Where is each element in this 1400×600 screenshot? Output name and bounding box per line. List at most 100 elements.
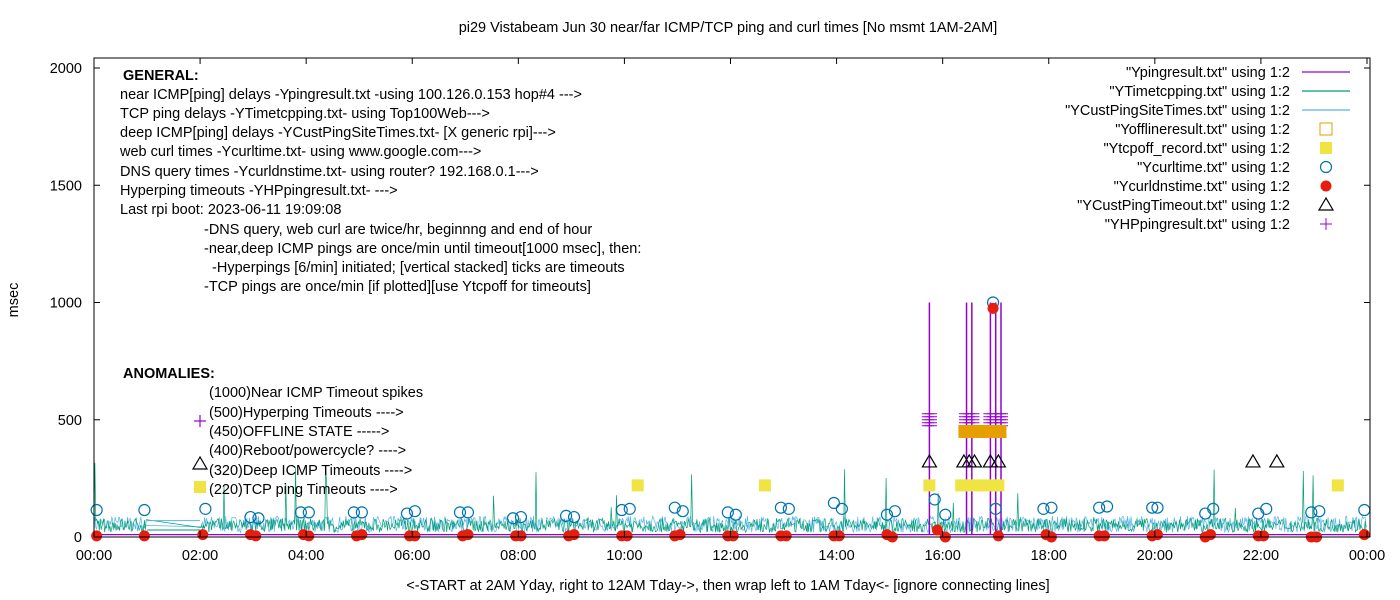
x-tick-label: 00:00 [76,548,112,564]
curl-time-point [1358,503,1371,517]
anomaly-line: (450)OFFLINE STATE -----> [209,424,389,440]
y-tick-label: 0 [74,530,82,546]
deep-icmp-timeout-marker [966,453,983,468]
curl-time-point [400,507,414,520]
curl-time-point [939,508,952,521]
curl-time-point [1207,502,1220,515]
note-line: -TCP pings are once/min [if plotted][use… [204,279,591,295]
dns-time-point [250,530,262,542]
tcp-timeout-marker [992,479,1005,492]
y-tick-label: 2000 [50,61,82,77]
x-tick-label: 14:00 [818,548,854,564]
anomaly-triangle-icon [191,455,209,470]
deep-icmp-timeout-marker [1268,453,1285,468]
curl-time-point [244,510,257,524]
curl-time-point [408,505,422,518]
curl-time-point [514,510,528,524]
deep-icmp-timeout-marker [1244,453,1262,468]
dns-time-point [780,530,792,542]
tick-layer: 00:00 02:00 04:00 06:00 08:00 10:00 12:00 14:00… [50,58,1385,564]
x-tick-label: 00:00 [1349,548,1385,564]
note-line: -DNS query, web curl are twice/hr, begin… [204,222,592,238]
deep-icmp-timeout-marker [921,453,938,468]
dns-time-point [992,530,1004,542]
dns-time-point [1098,530,1110,542]
curl-time-point [506,512,520,525]
general-line: TCP ping delays -YTimetcpping.txt- using… [120,106,490,122]
curl-time-point [461,506,475,519]
x-tick-label: 12:00 [712,548,748,564]
legend-triangle-icon [1317,196,1335,211]
deep-icmp-timeout-marker [990,453,1007,468]
curl-time-point [1305,506,1318,519]
legend-label: "Ytcpoff_record.txt" using 1:2 [1103,141,1290,157]
general-line: DNS query times -Ycurldnstime.txt- using… [120,164,539,180]
curl-time-point [1146,501,1159,514]
legend-label: "YTimetcpping.txt" using 1:2 [1109,84,1290,100]
curl-time-point [355,506,368,519]
tcp-timeout-marker [923,479,936,492]
general-heading: GENERAL: [123,68,199,84]
deep-icmp-timeout-marker [982,453,999,468]
x-tick-label: 20:00 [1137,548,1173,564]
general-line: near ICMP[ping] delays -Ypingresult.txt … [120,87,582,103]
tcp-timeout-marker [965,479,978,492]
y-tick-label: 500 [58,413,82,429]
curl-time-point [615,503,628,517]
curl-time-point [90,503,103,517]
general-line: Hyperping timeouts -YHPpingresult.txt- -… [120,183,398,199]
curl-time-point [1252,507,1265,520]
curl-time-point [1151,501,1164,514]
anomalies-annotation: ANOMALIES: (1000)Near ICMP Timeout spike… [123,366,423,498]
curl-time-point [1100,500,1114,513]
general-line: Last rpi boot: 2023-06-11 19:09:08 [120,202,341,218]
dns-time-point [1258,530,1270,542]
plot-frame [93,57,1371,538]
curl-time-point [1199,507,1212,520]
dns-time-point [515,530,527,542]
legend-label: "YCustPingSiteTimes.txt" using 1:2 [1065,103,1290,119]
anomaly-line: (220)TCP ping Timeouts ----> [209,482,398,498]
anomaly-line: (500)Hyperping Timeouts ----> [209,405,404,421]
general-line: deep ICMP[ping] delays -YCustPingSiteTim… [120,125,556,141]
legend-filled-circle-icon [1320,180,1332,192]
chart-title: pi29 Vistabeam Jun 30 near/far ICMP/TCP … [459,20,998,36]
legend-label: "Yofflineresult.txt" using 1:2 [1115,122,1290,138]
x-axis-label: <-START at 2AM Yday, right to 12AM Tday-… [406,578,1049,594]
dns-time-point [931,524,943,536]
anomaly-line: (320)Deep ICMP Timeouts ----> [209,463,412,479]
note-line: -Hyperpings [6/min] initiated; [vertical… [204,260,625,276]
curl-time-point [928,493,941,506]
tcp-timeout-marker [758,479,771,492]
dns-time-point [987,302,999,314]
tcp-timeout-marker [631,479,644,492]
dns-time-point [674,529,686,541]
curl-time-point [138,503,151,517]
curl-time-point [302,506,315,519]
curl-time-point [721,506,734,519]
curl-time-point [1045,501,1058,514]
curl-time-point [676,505,689,518]
curl-time-point [880,508,894,521]
curl-time-point [199,502,212,515]
anomaly-line: (1000)Near ICMP Timeout spikes [209,385,423,401]
dns-time-point [1151,529,1163,541]
marker-layer [90,296,1371,543]
anomaly-plus-icon [194,415,206,427]
tcp-timeout-marker [1331,479,1344,492]
dns-time-point [621,530,633,542]
legend-label: "YHPpingresult.txt" using 1:2 [1105,217,1290,233]
curl-time-point [774,501,787,514]
note-line: -near,deep ICMP pings are once/min until… [204,241,641,257]
dns-time-point [462,529,474,541]
y-tick-label: 1500 [50,178,82,194]
curl-time-point [559,509,573,522]
x-tick-label: 22:00 [1243,548,1279,564]
curl-time-point [347,506,361,519]
curl-time-point [252,512,265,525]
curl-time-point [888,505,902,518]
x-tick-label: 18:00 [1031,548,1067,564]
curl-time-point [668,501,681,514]
dns-time-point [138,530,150,542]
